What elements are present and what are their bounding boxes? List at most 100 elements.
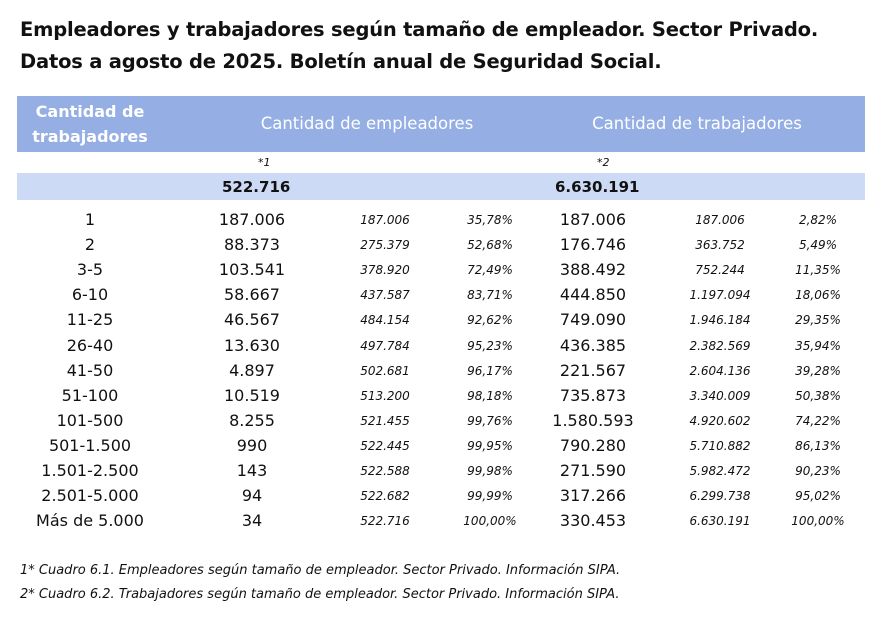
cell-size-range: 101-500: [56, 410, 124, 430]
cell-employers-cumulative-pct: 95,23%: [467, 338, 513, 353]
cell-employers: 13.630: [224, 335, 280, 355]
cell-workers-cumulative-pct: 29,35%: [795, 313, 841, 328]
cell-size-range: 26-40: [66, 335, 114, 355]
cell-size-range: Más de 5.000: [36, 511, 144, 531]
cell-employers-cumulative-pct: 99,99%: [467, 489, 513, 504]
cell-employers-cumulative: 522.682: [360, 489, 410, 504]
cell-employers-cumulative-pct: 99,98%: [467, 464, 513, 478]
cell-employers: 46.567: [224, 310, 280, 330]
cell-workers-cumulative: 6.299.738: [689, 489, 751, 504]
table-row: Más de 5.000 34 522.716 100,00% 330.453 6.630…: [0, 511, 884, 536]
cell-employers: 10.519: [224, 385, 280, 405]
cell-employers-cumulative: 522.588: [360, 464, 410, 478]
cell-employers-cumulative: 378.920: [360, 263, 410, 278]
cell-employers: 94: [241, 486, 263, 506]
table-row: 101-500 8.255 521.455 99,76% 1.580.593 4.920.…: [0, 411, 884, 436]
cell-workers-cumulative: 187.006: [695, 213, 745, 227]
table-header: Cantidad de trabajadores Cantidad de emp…: [17, 96, 865, 152]
cell-employers: 4.897: [229, 360, 275, 380]
cell-workers: 735.873: [559, 385, 627, 405]
cell-workers-cumulative-pct: 86,13%: [795, 438, 841, 453]
cell-workers: 444.850: [559, 285, 627, 305]
cell-workers-cumulative-pct: 11,35%: [795, 263, 841, 278]
cell-workers-cumulative-pct: 100,00%: [791, 514, 845, 529]
note-workers: *2: [597, 156, 610, 169]
cell-size-range: 41-50: [66, 360, 114, 380]
cell-workers-cumulative-pct: 5,49%: [798, 238, 838, 253]
cell-workers: 388.492: [559, 260, 627, 280]
cell-workers-cumulative-pct: 50,38%: [795, 388, 841, 403]
cell-workers-cumulative-pct: 2,82%: [798, 213, 838, 227]
cell-size-range: 3-5: [76, 260, 104, 280]
cell-workers-cumulative: 363.752: [695, 238, 745, 253]
cell-size-range: 51-100: [61, 385, 119, 405]
cell-workers-cumulative-pct: 39,28%: [795, 363, 841, 378]
cell-size-range: 1: [84, 210, 96, 229]
table-row: 11-25 46.567 484.154 92,62% 749.090 1.946.184…: [0, 310, 884, 335]
table-row: 501-1.500 990 522.445 99,95% 790.280 5.710.88…: [0, 436, 884, 461]
cell-size-range: 2: [84, 235, 96, 255]
cell-employers-cumulative-pct: 99,76%: [467, 413, 513, 428]
cell-workers-cumulative-pct: 35,94%: [795, 338, 841, 353]
table-row: 1.501-2.500 143 522.588 99,98% 271.590 5.982.…: [0, 461, 884, 486]
cell-workers-cumulative: 6.630.191: [689, 514, 751, 529]
header-size: Cantidad de trabajadores: [17, 99, 163, 149]
header-size-line1: Cantidad de: [35, 102, 145, 121]
cell-employers-cumulative-pct: 52,68%: [467, 238, 513, 253]
header-employers: Cantidad de empleadores: [260, 114, 474, 133]
cell-employers-cumulative-pct: 83,71%: [467, 288, 513, 303]
cell-employers: 103.541: [218, 260, 286, 280]
cell-workers-cumulative: 752.244: [695, 263, 745, 278]
cell-workers-cumulative: 5.982.472: [689, 464, 751, 478]
table-row: 3-5 103.541 378.920 72,49% 388.492 752.244 11,…: [0, 260, 884, 285]
cell-size-range: 501-1.500: [48, 435, 132, 455]
table-row: 41-50 4.897 502.681 96,17% 221.567 2.604.136 3…: [0, 361, 884, 386]
table-row: 2 88.373 275.379 52,68% 176.746 363.752 5,49%: [0, 235, 884, 260]
cell-workers: 317.266: [559, 486, 627, 506]
cell-workers-cumulative-pct: 95,02%: [795, 489, 841, 504]
cell-employers-cumulative: 187.006: [360, 213, 410, 227]
cell-workers-cumulative: 4.920.602: [689, 413, 751, 428]
page-title: Empleadores y trabajadores según tamaño …: [20, 14, 818, 78]
cell-workers: 1.580.593: [552, 410, 634, 430]
cell-workers: 749.090: [559, 310, 627, 330]
cell-employers-cumulative: 275.379: [360, 238, 410, 253]
table-row: 2.501-5.000 94 522.682 99,99% 317.266 6.299.7…: [0, 486, 884, 511]
cell-employers: 990: [236, 435, 268, 455]
cell-size-range: 11-25: [66, 310, 114, 330]
header-workers: Cantidad de trabajadores: [592, 114, 802, 133]
cell-employers-cumulative-pct: 35,78%: [467, 213, 513, 227]
cell-workers-cumulative: 3.340.009: [689, 388, 751, 403]
cell-employers-cumulative: 484.154: [360, 313, 410, 328]
title-line-2: Datos a agosto de 2025. Boletín anual de…: [20, 50, 662, 73]
table-row: 51-100 10.519 513.200 98,18% 735.873 3.340.00…: [0, 386, 884, 411]
cell-workers: 330.453: [559, 511, 627, 531]
footnote-2: 2* Cuadro 6.2. Trabajadores según tamaño…: [20, 587, 620, 602]
cell-employers-cumulative: 522.445: [360, 438, 410, 453]
cell-workers-cumulative: 2.604.136: [689, 363, 751, 378]
total-workers: 6.630.191: [555, 178, 640, 196]
cell-size-range: 1.501-2.500: [41, 461, 139, 480]
cell-employers-cumulative: 522.716: [360, 514, 410, 529]
table-row: 26-40 13.630 497.784 95,23% 436.385 2.382.569…: [0, 336, 884, 361]
cell-workers-cumulative: 5.710.882: [689, 438, 751, 453]
cell-size-range: 2.501-5.000: [41, 486, 139, 506]
cell-employers: 58.667: [224, 285, 280, 305]
cell-workers-cumulative-pct: 90,23%: [795, 464, 841, 478]
cell-workers-cumulative: 1.946.184: [689, 313, 751, 328]
cell-employers: 143: [236, 461, 268, 480]
cell-workers: 790.280: [559, 435, 627, 455]
cell-employers-cumulative-pct: 98,18%: [467, 388, 513, 403]
cell-employers-cumulative: 521.455: [360, 413, 410, 428]
cell-workers-cumulative: 2.382.569: [689, 338, 751, 353]
note-employers: *1: [258, 156, 271, 169]
cell-employers-cumulative: 502.681: [360, 363, 410, 378]
cell-workers-cumulative: 1.197.094: [689, 288, 751, 303]
cell-employers-cumulative-pct: 72,49%: [467, 263, 513, 278]
cell-employers-cumulative: 437.587: [360, 288, 410, 303]
cell-employers: 187.006: [218, 210, 286, 229]
cell-workers-cumulative-pct: 18,06%: [795, 288, 841, 303]
cell-workers: 271.590: [559, 461, 627, 480]
cell-employers-cumulative-pct: 99,95%: [467, 438, 513, 453]
cell-employers: 8.255: [229, 410, 275, 430]
